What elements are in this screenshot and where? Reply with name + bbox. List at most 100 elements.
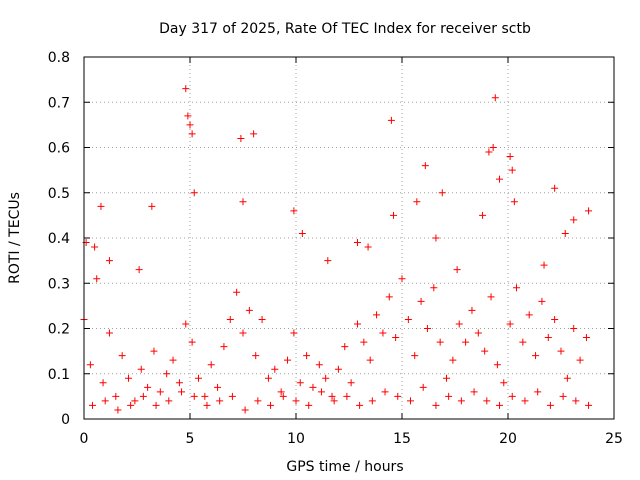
data-point [139, 392, 147, 400]
data-point [534, 388, 542, 396]
data-point [585, 401, 593, 409]
data-point [165, 397, 173, 405]
data-point [125, 374, 133, 382]
data-point [214, 383, 222, 391]
data-point [491, 94, 499, 102]
data-point [279, 392, 287, 400]
data-point [510, 198, 518, 206]
data-point [118, 352, 126, 360]
data-point [572, 397, 580, 405]
data-point [152, 401, 160, 409]
data-point [131, 397, 139, 405]
data-point [182, 85, 190, 93]
data-point [390, 211, 398, 219]
data-point [385, 293, 393, 301]
data-point [150, 347, 158, 355]
data-point [148, 202, 156, 210]
data-point [303, 352, 311, 360]
data-point [88, 401, 96, 409]
x-tick-label: 20 [499, 431, 517, 447]
data-point [438, 189, 446, 197]
data-point [506, 153, 514, 161]
data-point [228, 392, 236, 400]
data-point [394, 392, 402, 400]
data-point [557, 347, 565, 355]
data-point [366, 356, 374, 364]
data-point [457, 397, 465, 405]
data-point [392, 334, 400, 342]
data-point [101, 397, 109, 405]
data-point [443, 374, 451, 382]
data-point [207, 361, 215, 369]
data-point [163, 370, 171, 378]
data-point [470, 388, 478, 396]
data-point [551, 315, 559, 323]
data-point [360, 338, 368, 346]
data-point [570, 216, 578, 224]
data-point [184, 112, 192, 120]
data-point [86, 361, 94, 369]
data-point [188, 338, 196, 346]
data-point [258, 315, 266, 323]
data-point [277, 388, 285, 396]
data-point [252, 352, 260, 360]
data-point [563, 374, 571, 382]
data-point [421, 162, 429, 170]
data-point [487, 293, 495, 301]
data-point [190, 392, 198, 400]
data-point [112, 392, 120, 400]
y-tick-label: 0.8 [48, 50, 70, 66]
data-point [544, 334, 552, 342]
data-point [417, 297, 425, 305]
data-point [127, 401, 135, 409]
data-point [309, 383, 317, 391]
data-point [398, 275, 406, 283]
data-point [330, 397, 338, 405]
data-point [226, 315, 234, 323]
y-tick-labels: 0 0.1 0.2 0.3 0.4 0.5 0.6 0.7 0.8 [48, 50, 70, 428]
data-point [462, 338, 470, 346]
y-tick-label: 0.4 [48, 231, 70, 247]
data-point [496, 175, 504, 183]
x-tick-labels: 0 5 10 15 20 25 [80, 431, 623, 447]
data-point [264, 374, 272, 382]
data-point [93, 275, 101, 283]
data-point [254, 397, 262, 405]
x-axis-label: GPS time / hours [286, 459, 403, 475]
y-tick-label: 0.6 [48, 141, 70, 157]
data-point [97, 202, 105, 210]
data-point [239, 329, 247, 337]
data-point [582, 334, 590, 342]
data-point [449, 356, 457, 364]
data-point [296, 379, 304, 387]
data-point [114, 406, 122, 414]
data-point [432, 401, 440, 409]
data-point [508, 392, 516, 400]
data-point [538, 297, 546, 305]
data-point [250, 130, 258, 138]
data-point [135, 266, 143, 274]
data-point [315, 361, 323, 369]
data-point [430, 284, 438, 292]
data-point [169, 356, 177, 364]
data-point [423, 325, 431, 332]
data-point [483, 397, 491, 405]
data-point [190, 189, 198, 197]
data-point [105, 329, 113, 337]
data-point [436, 338, 444, 346]
data-point [551, 184, 559, 192]
data-point [540, 261, 548, 269]
data-point [194, 374, 202, 382]
data-point [512, 284, 520, 292]
data-point [188, 130, 196, 138]
data-point [322, 374, 330, 382]
data-point [182, 320, 190, 328]
data-point [220, 343, 228, 351]
data-point [432, 234, 440, 242]
data-point [267, 401, 275, 409]
data-point [91, 243, 99, 251]
data-point [404, 315, 412, 323]
data-point [324, 257, 332, 265]
data-point [237, 134, 245, 142]
